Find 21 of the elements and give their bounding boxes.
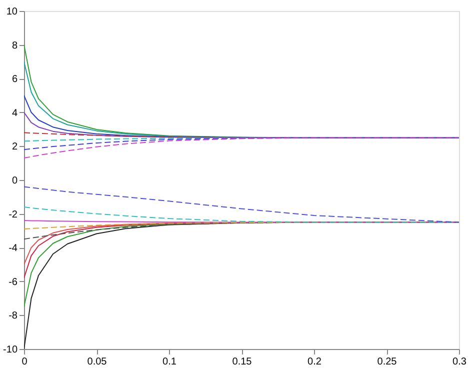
line-series <box>24 186 459 223</box>
x-tick-label: 0 <box>22 356 28 368</box>
y-tick-label: 8 <box>12 40 18 52</box>
y-tick-label: 6 <box>12 74 18 86</box>
y-tick-label: -6 <box>8 276 18 288</box>
y-tick-label: -2 <box>8 209 18 220</box>
x-tick-label: 0.2 <box>308 356 322 368</box>
line-series <box>24 137 459 159</box>
x-tick-label: 0.3 <box>452 356 467 368</box>
line-series <box>24 206 459 223</box>
y-tick-label: 4 <box>12 108 18 119</box>
y-tick-label: 0 <box>12 176 18 186</box>
y-tick-label: -4 <box>8 243 18 254</box>
y-tick-label: -8 <box>8 310 18 322</box>
x-tick-label: 0.15 <box>232 356 252 368</box>
y-tick-label: 10 <box>6 6 18 18</box>
y-tick-label: 2 <box>12 142 18 153</box>
y-tick-label: -10 <box>3 344 18 356</box>
x-tick-label: 0.25 <box>377 356 398 368</box>
x-tick-label: 0.1 <box>162 356 177 368</box>
x-tick-label: 0.05 <box>87 356 108 368</box>
